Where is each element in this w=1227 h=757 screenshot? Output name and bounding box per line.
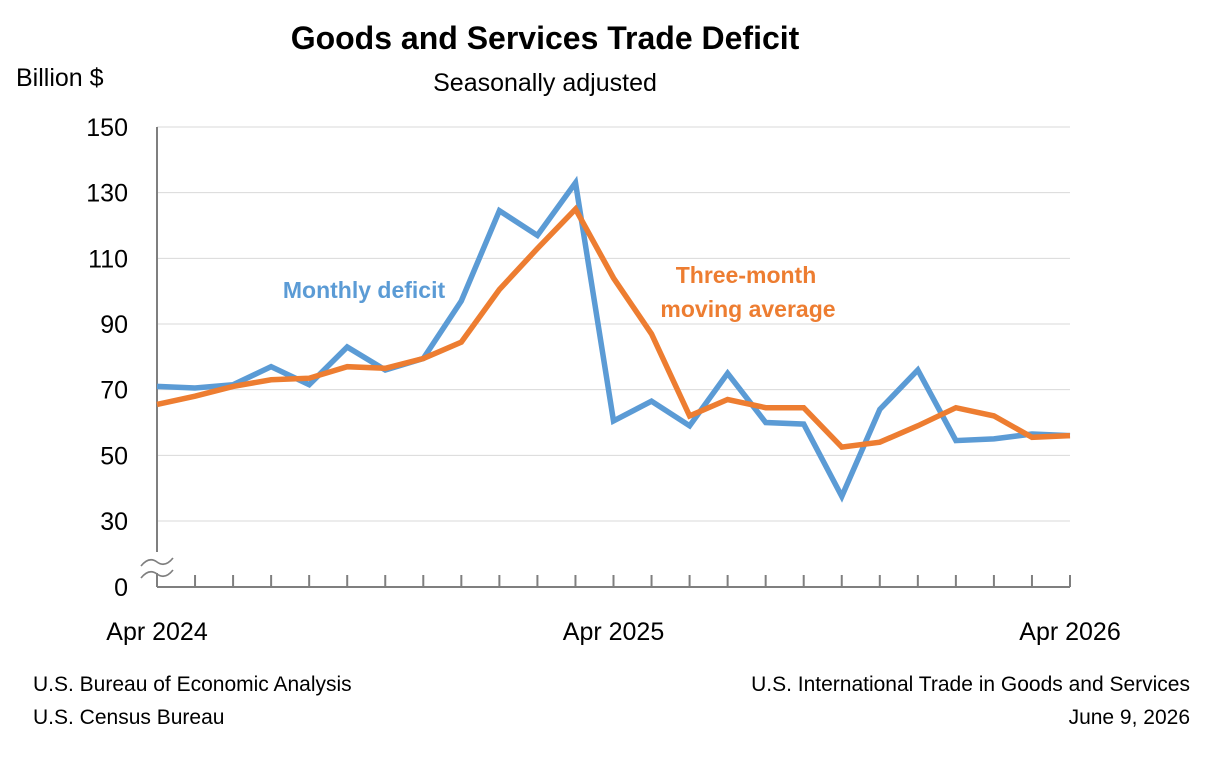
annotation-three-month: Three-month xyxy=(676,262,817,288)
annotation-moving-average: moving average xyxy=(660,296,835,322)
release-date: June 9, 2026 xyxy=(1068,706,1190,729)
axes xyxy=(140,127,1071,588)
report-name: U.S. International Trade in Goods and Se… xyxy=(751,673,1190,696)
y-tick-110: 110 xyxy=(88,245,128,273)
y-axis-break-icon-2 xyxy=(140,569,174,579)
source-bea: U.S. Bureau of Economic Analysis xyxy=(33,673,352,696)
y-axis-label: Billion $ xyxy=(16,64,104,92)
chart-title: Goods and Services Trade Deficit xyxy=(290,20,800,56)
series-three-month-moving-average xyxy=(156,204,1071,451)
series-monthly-deficit xyxy=(156,175,1071,503)
y-tick-150: 150 xyxy=(86,114,128,142)
y-tick-130: 130 xyxy=(86,180,128,208)
chart-subtitle: Seasonally adjusted xyxy=(433,69,657,97)
y-tick-70: 70 xyxy=(100,377,128,405)
source-census: U.S. Census Bureau xyxy=(33,706,225,729)
x-tick-label: Apr 2024 xyxy=(106,618,208,646)
series-lines xyxy=(156,175,1071,503)
y-axis-break-icon xyxy=(140,557,174,567)
annotations: Monthly deficit Three-month moving avera… xyxy=(283,262,836,322)
x-tick-label: Apr 2025 xyxy=(563,618,664,646)
y-tick-labels: 0 30 50 70 90 110 130 150 xyxy=(86,114,128,602)
annotation-monthly-deficit: Monthly deficit xyxy=(283,277,446,303)
x-tick-labels: Apr 2024 Apr 2025 Apr 2026 xyxy=(106,618,1120,646)
source-right: U.S. International Trade in Goods and Se… xyxy=(751,668,1190,734)
gridlines xyxy=(157,126,1070,522)
source-left: U.S. Bureau of Economic Analysis U.S. Ce… xyxy=(33,668,352,734)
y-tick-90: 90 xyxy=(100,311,128,339)
y-tick-0: 0 xyxy=(114,574,128,602)
y-tick-30: 30 xyxy=(100,508,128,536)
x-tick-label: Apr 2026 xyxy=(1019,618,1120,646)
y-tick-50: 50 xyxy=(100,442,128,470)
